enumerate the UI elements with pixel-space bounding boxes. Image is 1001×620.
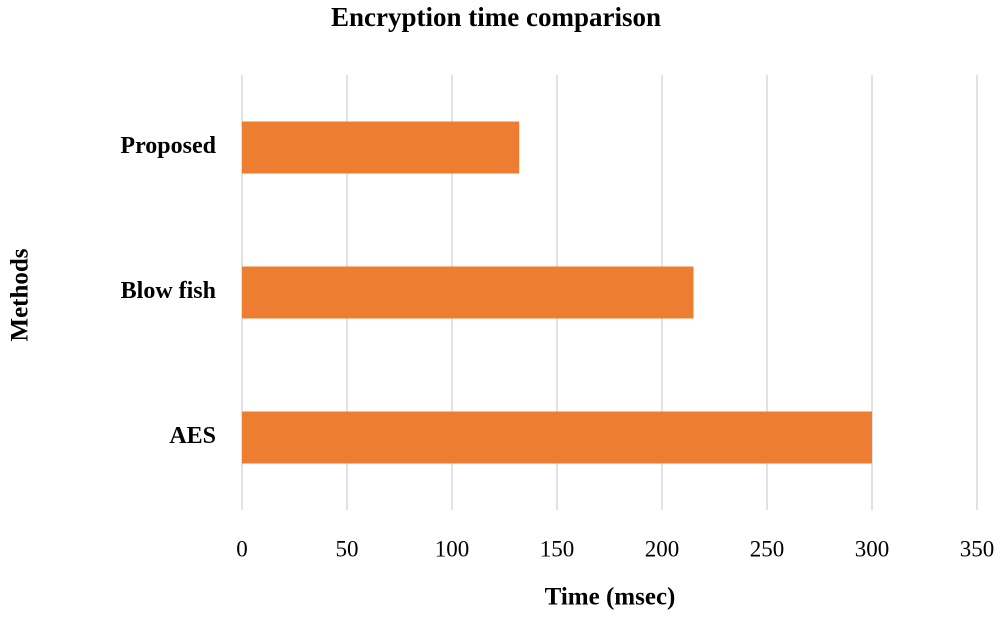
x-tick-label: 350	[960, 536, 995, 561]
x-tick-label: 250	[750, 536, 785, 561]
y-tick-label: Proposed	[120, 133, 216, 159]
bar	[242, 121, 520, 174]
x-tick-label: 300	[855, 536, 890, 561]
x-tick-label: 50	[336, 536, 359, 561]
bar	[242, 266, 694, 319]
chart-title: Encryption time comparison	[331, 2, 661, 32]
x-tick-label: 200	[645, 536, 680, 561]
y-tick-label: AES	[169, 423, 216, 449]
x-tick-label: 150	[540, 536, 575, 561]
y-axis-label: Methods	[7, 248, 34, 341]
x-tick-label: 0	[236, 536, 248, 561]
y-tick-label: Blow fish	[121, 278, 216, 304]
x-axis-label: Time (msec)	[545, 584, 676, 611]
x-tick-label: 100	[435, 536, 470, 561]
bar	[242, 411, 872, 464]
